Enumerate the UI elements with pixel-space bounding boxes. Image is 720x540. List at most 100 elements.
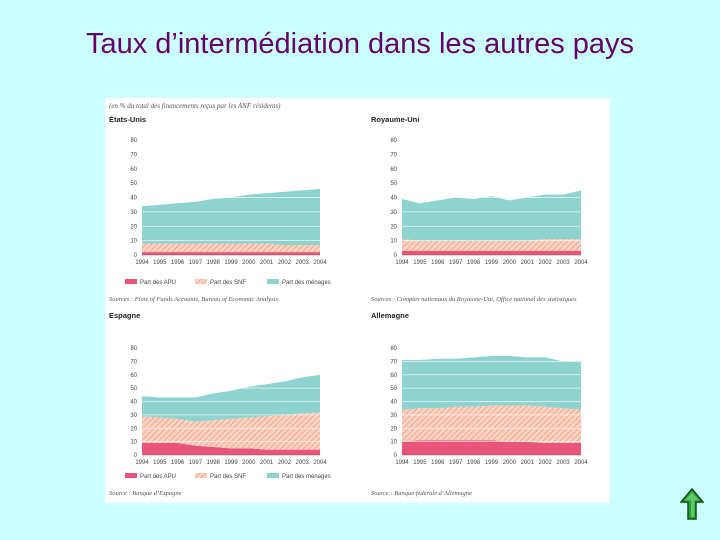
y-tick-label: 70 (390, 152, 397, 158)
y-tick-label: 30 (130, 413, 137, 419)
y-tick-label: 80 (390, 346, 397, 352)
y-tick-label: 60 (130, 167, 137, 173)
area-menages (142, 188, 320, 245)
x-tick-label: 1994 (135, 460, 149, 466)
x-tick-label: 1994 (135, 260, 149, 266)
legend-apu-swatch (125, 279, 137, 284)
x-tick-label: 1997 (189, 260, 203, 266)
chart-panel-3: Espagne 0 10 20 30 40 50 60 70 80 1994 1995 1996 1997… (109, 311, 327, 497)
slide-title: Taux d’intermédiation dans les autres pa… (85, 28, 635, 60)
x-tick-label: 2000 (242, 460, 256, 466)
y-tick-label: 10 (390, 239, 397, 245)
legend-apu: Part des APU (125, 473, 176, 480)
y-tick-label: 60 (130, 373, 137, 379)
legend-snf-label: Part des SNF (210, 474, 246, 480)
x-tick-label: 2004 (574, 260, 588, 266)
y-tick-label: 30 (390, 413, 397, 419)
area-snf (142, 243, 320, 253)
y-tick-label: 80 (130, 138, 137, 144)
x-tick-label: 2001 (260, 260, 274, 266)
x-tick-label: 2002 (539, 260, 553, 266)
legend-menages: Part des ménages (267, 473, 331, 480)
x-tick-label: 2002 (278, 460, 292, 466)
y-tick-label: 50 (390, 386, 397, 392)
x-tick-label: 1996 (431, 460, 445, 466)
area-apu (402, 440, 581, 455)
legend-menages-label: Part des ménages (282, 280, 331, 286)
x-tick-label: 2001 (521, 260, 535, 266)
x-tick-label: 1995 (153, 260, 167, 266)
y-tick-label: 60 (390, 373, 397, 379)
chart-panel-4: Allemagne 0 10 20 30 40 50 60 70 80 1994 1995 1996 19… (371, 311, 588, 497)
x-tick-label: 1998 (467, 260, 481, 266)
chart-panel-1: États-Unis 0 10 20 30 40 50 60 70 80 1994 1995 1996 1… (109, 115, 327, 303)
up-arrow-highlight (685, 492, 699, 517)
y-tick-label: 30 (130, 210, 137, 216)
x-tick-label: 1999 (224, 260, 238, 266)
y-tick-label: 10 (390, 440, 397, 446)
x-tick-label: 2001 (521, 460, 535, 466)
area-menages (402, 190, 581, 241)
area-menages (402, 356, 581, 410)
chart-panel-2: Royaume-Uni 0 10 20 30 40 50 60 70 80 1994 1995 1996… (371, 115, 588, 303)
area-menages (142, 374, 320, 422)
y-tick-label: 50 (130, 181, 137, 187)
y-tick-label: 20 (390, 426, 397, 432)
legend-menages-swatch (267, 473, 279, 478)
x-tick-label: 1996 (171, 460, 185, 466)
y-tick-label: 70 (390, 359, 397, 365)
x-tick-label: 2000 (242, 260, 256, 266)
area-apu (142, 252, 320, 255)
y-tick-label: 30 (390, 210, 397, 216)
x-tick-label: 1999 (485, 460, 499, 466)
x-tick-label: 2003 (296, 260, 310, 266)
legend-snf-swatch (195, 279, 207, 284)
figure-panel: (en % du total des financements reçus pa… (105, 98, 610, 503)
up-arrow-icon[interactable] (680, 488, 704, 520)
y-tick-label: 20 (130, 426, 137, 432)
x-tick-label: 2004 (574, 460, 588, 466)
x-tick-label: 1997 (449, 460, 463, 466)
legend-menages: Part des ménages (267, 279, 331, 286)
x-tick-label: 1999 (485, 260, 499, 266)
y-tick-label: 0 (134, 253, 138, 259)
x-tick-label: 2000 (503, 260, 517, 266)
x-tick-label: 1994 (395, 260, 409, 266)
x-tick-label: 1997 (189, 460, 203, 466)
x-tick-label: 2000 (503, 460, 517, 466)
source-note: Sources : Comptes nationaux du Royaume-U… (371, 296, 577, 303)
source-note: Sources : Flow of Funds Accounts, Bureau… (109, 296, 278, 303)
source-note: Source : Banque d’Espagne (109, 490, 182, 497)
y-tick-label: 50 (130, 386, 137, 392)
legend-right: Part des APU Part des SNF Part des ménages (125, 473, 331, 480)
panel-title: Espagne (109, 311, 140, 320)
x-tick-label: 1995 (153, 460, 167, 466)
y-tick-label: 0 (134, 453, 138, 459)
x-tick-label: 1998 (207, 460, 221, 466)
y-tick-label: 80 (130, 346, 137, 352)
x-tick-label: 2003 (556, 260, 570, 266)
legend-menages-label: Part des ménages (282, 474, 331, 480)
y-tick-label: 70 (130, 152, 137, 158)
x-tick-label: 2003 (556, 460, 570, 466)
area-snf (402, 239, 581, 251)
legend-menages-swatch (267, 279, 279, 284)
y-tick-label: 40 (130, 196, 137, 202)
y-tick-label: 40 (390, 196, 397, 202)
source-note: Source : Banque fédérale d’Allemagne (371, 490, 472, 497)
area-apu (142, 442, 320, 455)
y-tick-label: 70 (130, 359, 137, 365)
x-tick-label: 2002 (539, 460, 553, 466)
x-tick-label: 1996 (171, 260, 185, 266)
charts-group: États-Unis 0 10 20 30 40 50 60 70 80 1994 1995 1996 1… (109, 115, 588, 497)
x-tick-label: 1998 (207, 260, 221, 266)
y-tick-label: 80 (390, 138, 397, 144)
x-tick-label: 2004 (313, 260, 327, 266)
figure-subtitle: (en % du total des financements reçus pa… (109, 102, 281, 110)
x-tick-label: 1995 (413, 460, 427, 466)
area-apu (402, 250, 581, 255)
legend-apu: Part des APU (125, 279, 176, 286)
legend-snf-swatch (195, 473, 207, 478)
y-tick-label: 20 (130, 224, 137, 230)
y-tick-label: 60 (390, 167, 397, 173)
